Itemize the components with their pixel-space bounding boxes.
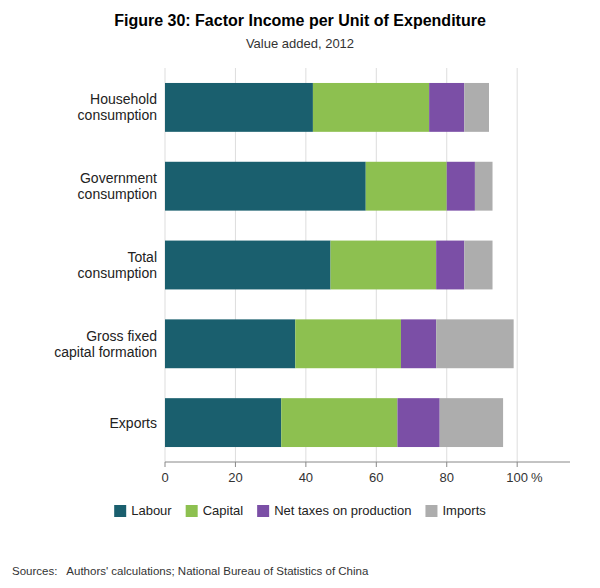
bar <box>429 83 464 132</box>
tick-mark <box>517 462 518 467</box>
legend-swatch <box>425 505 437 517</box>
bar <box>165 162 366 211</box>
bar <box>165 241 331 290</box>
tick-label: 100 <box>506 470 528 485</box>
category-label: Householdconsumption <box>78 91 157 123</box>
bar <box>165 83 313 132</box>
x-axis: 0 20 40 60 80 100% <box>161 462 543 485</box>
legend-label: Net taxes on production <box>274 503 411 518</box>
bar <box>165 398 281 447</box>
bar <box>295 319 401 368</box>
tick-label: 40 <box>299 470 313 485</box>
tick-mark <box>165 462 166 467</box>
x-axis-label: % <box>531 470 543 485</box>
y-axis: HouseholdconsumptionGovernmentconsumptio… <box>54 91 157 430</box>
tick-label: 20 <box>228 470 242 485</box>
category-label-line: Gross fixed <box>86 328 157 344</box>
legend-swatch <box>186 505 198 517</box>
bar <box>366 162 447 211</box>
bar <box>464 83 489 132</box>
category-label: Governmentconsumption <box>78 170 157 202</box>
bar <box>475 162 493 211</box>
bar <box>464 241 492 290</box>
category-label-line: consumption <box>78 186 157 202</box>
subtitle: Value added, 2012 <box>246 36 354 51</box>
tick-label: 80 <box>440 470 454 485</box>
tick-mark <box>235 462 236 467</box>
tick-mark <box>305 462 306 467</box>
category-label-line: capital formation <box>54 344 157 360</box>
grid <box>165 68 517 462</box>
tick-label: 60 <box>369 470 383 485</box>
bar <box>447 162 475 211</box>
bar <box>397 398 439 447</box>
category-label-line: Exports <box>110 415 157 431</box>
legend-label: Imports <box>442 503 486 518</box>
bar <box>440 398 503 447</box>
legend-label: Capital <box>203 503 244 518</box>
legend-swatch <box>114 505 126 517</box>
category-label-line: Household <box>90 91 157 107</box>
bar <box>281 398 397 447</box>
bar <box>165 319 295 368</box>
tick-label: 0 <box>161 470 168 485</box>
bar <box>401 319 436 368</box>
chart: Figure 30: Factor Income per Unit of Exp… <box>0 0 600 588</box>
legend: Labour Capital Net taxes on production Impo… <box>114 503 486 518</box>
grid-line <box>517 68 518 462</box>
bars <box>165 83 514 447</box>
category-label: Totalconsumption <box>78 249 157 281</box>
bar <box>436 241 464 290</box>
bar <box>436 319 513 368</box>
bar <box>331 241 437 290</box>
category-label-line: consumption <box>78 265 157 281</box>
category-label: Exports <box>110 415 157 431</box>
tick-mark <box>376 462 377 467</box>
category-label: Gross fixedcapital formation <box>54 328 157 360</box>
bar <box>313 83 429 132</box>
title: Figure 30: Factor Income per Unit of Exp… <box>114 12 486 29</box>
category-label-line: Government <box>80 170 157 186</box>
tick-mark <box>446 462 447 467</box>
category-label-line: Total <box>127 249 157 265</box>
legend-swatch <box>257 505 269 517</box>
x-axis-line <box>165 462 570 463</box>
legend-label: Labour <box>131 503 172 518</box>
source: Sources: Authors' calculations; National… <box>12 565 369 577</box>
category-label-line: consumption <box>78 107 157 123</box>
